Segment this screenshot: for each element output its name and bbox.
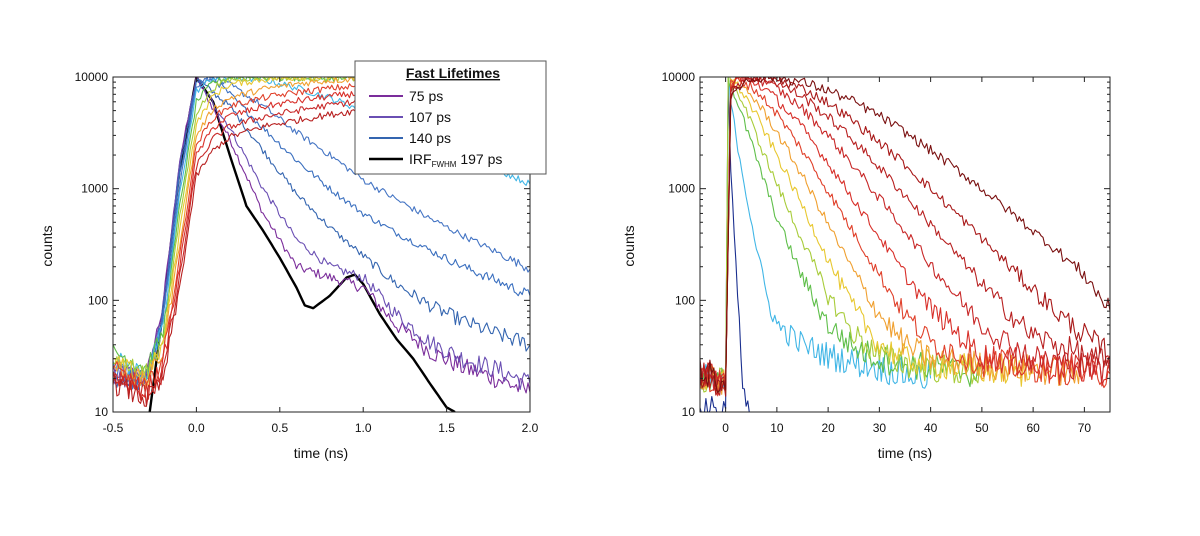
right-x-tick-label: 50 [975,421,989,435]
legend-title: Fast Lifetimes [406,65,500,81]
left-y-tick-label: 100 [88,293,108,307]
right-plot-frame [699,76,1111,413]
right-x-axis-label: time (ns) [878,445,932,461]
legend-label-107ps: 107 ps [409,109,451,125]
left-x-tick-label: 1.0 [355,421,372,435]
left-x-axis-label: time (ns) [294,445,348,461]
right-x-tick-label: 60 [1026,421,1040,435]
left-series-140-ps [113,78,530,390]
legend-irf-suffix: 197 ps [456,151,502,167]
right-series-dark-red [700,77,1110,394]
legend-label-75ps: 75 ps [409,88,443,104]
right-y-tick-label: 10 [682,405,696,419]
right-x-tick-label: 30 [873,421,887,435]
right-x-tick-label: 10 [770,421,784,435]
right-x-tick-label: 70 [1078,421,1092,435]
left-y-axis-label: counts [39,225,55,266]
right-x-tick-label: 20 [821,421,835,435]
left-series-blue-3 [113,77,530,387]
left-plot-frame [112,76,531,413]
right-y-axis-label: counts [621,225,637,266]
right-series-yellow [700,78,1034,393]
right-series-red-1 [700,77,1110,393]
left-x-tick-label: 0.5 [271,421,288,435]
right-y-tick-label: 1000 [668,182,695,196]
left-x-tick-label: -0.5 [103,421,124,435]
left-series-blue-2 [113,77,530,391]
legend-irf-main: IRF [409,151,432,167]
left-x-tick-label: 2.0 [522,421,539,435]
legend-label-140ps: 140 ps [409,130,451,146]
left-legend: Fast Lifetimes 75 ps 107 ps 140 ps IRFFW… [354,60,547,175]
left-y-tick-label: 10 [95,405,109,419]
legend-label-irf: IRFFWHM 197 ps [409,151,502,169]
right-series-yellow-green [700,77,983,394]
left-x-tick-label: 0.0 [188,421,205,435]
right-series-red-4 [700,77,1110,396]
right-series-orange [700,77,1085,395]
right-y-tick-label: 10000 [662,70,696,84]
legend-irf-subscript: FWHM [432,160,457,169]
right-series-red-5 [700,77,1110,397]
right-series-cyan [700,77,932,390]
left-y-tick-label: 10000 [75,70,109,84]
left-y-tick-label: 1000 [81,182,108,196]
left-chart: -0.5 0.0 0.5 1.0 1.5 2.0 10 100 1000 10000 time (… [39,60,547,461]
right-x-tick-label: 0 [722,421,729,435]
right-x-tick-label: 40 [924,421,938,435]
left-x-tick-label: 1.5 [438,421,455,435]
right-y-tick-label: 100 [675,293,695,307]
left-series-yellow [113,77,530,384]
left-series-75-ps [113,77,530,394]
